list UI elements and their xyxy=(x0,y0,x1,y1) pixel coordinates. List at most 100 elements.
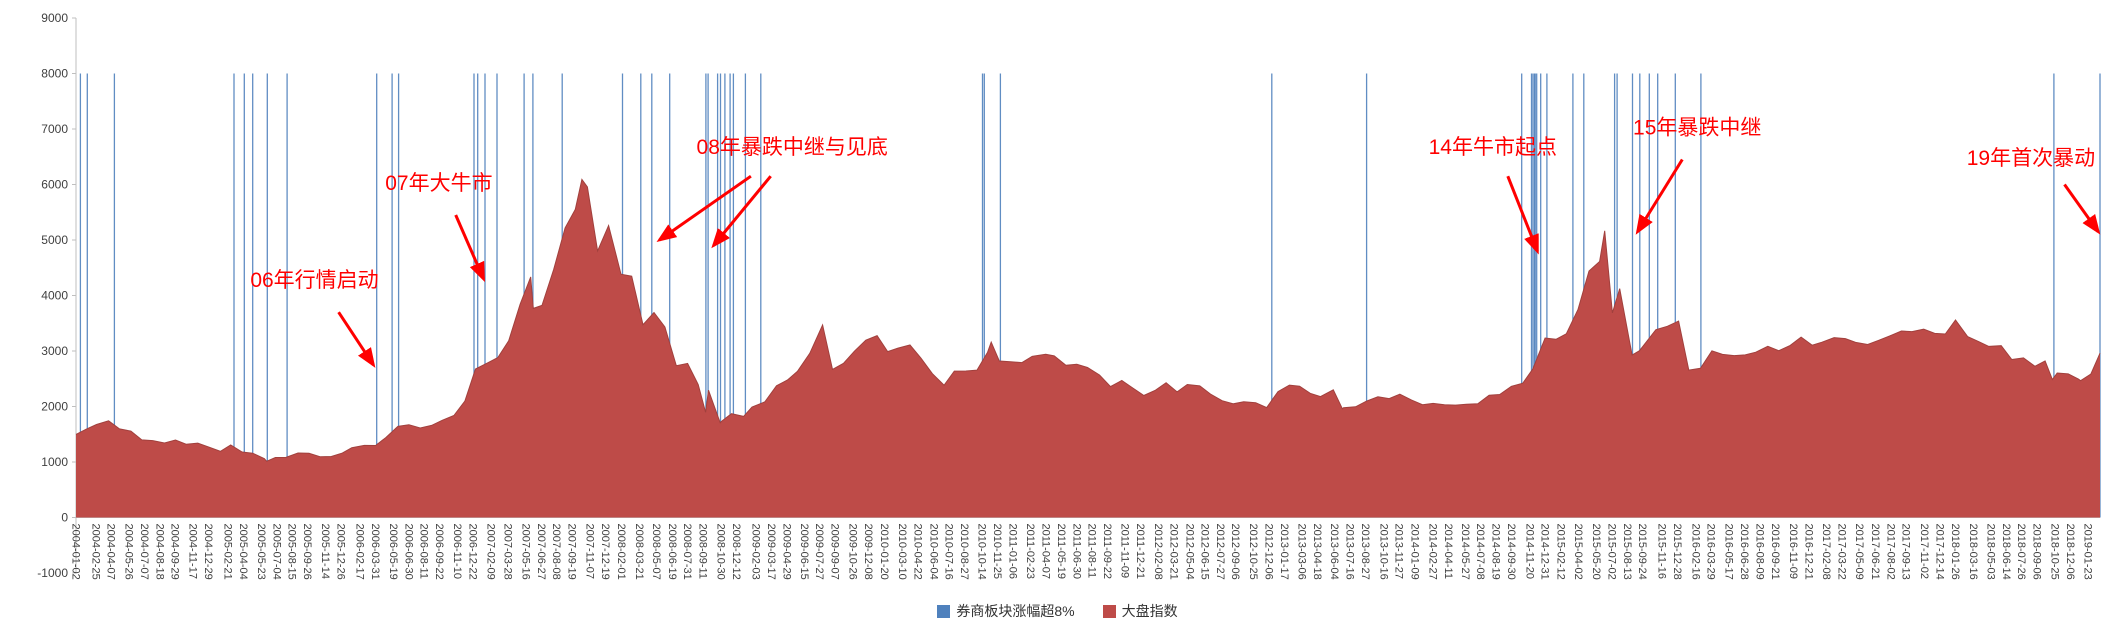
x-axis-label: 2009-10-26 xyxy=(846,524,858,580)
x-axis-label: 2009-04-29 xyxy=(781,524,793,580)
x-axis-label: 2011-02-23 xyxy=(1024,524,1036,579)
x-axis-label: 2013-07-16 xyxy=(1344,524,1356,580)
x-axis-label: 2014-07-08 xyxy=(1474,524,1486,580)
y-axis-label: 5000 xyxy=(41,233,68,247)
x-axis-label: 2016-03-29 xyxy=(1705,524,1717,580)
y-axis-label: 7000 xyxy=(41,122,68,136)
x-axis-label: 2007-08-08 xyxy=(550,524,562,580)
y-axis-label: 4000 xyxy=(41,289,68,303)
x-axis-label: 2011-05-19 xyxy=(1055,524,1067,579)
x-axis-label: 2014-05-27 xyxy=(1459,524,1471,580)
x-axis-label: 2005-11-14 xyxy=(319,524,331,579)
x-axis-label: 2014-04-11 xyxy=(1442,524,1454,579)
annotation-label: 08年暴跌中继与见底 xyxy=(697,136,888,159)
x-axis-label: 2006-11-10 xyxy=(451,524,463,579)
annotation-label: 15年暴跌中继 xyxy=(1633,117,1761,140)
x-axis-label: 2006-09-22 xyxy=(433,524,445,580)
x-axis-label: 2014-01-09 xyxy=(1408,524,1420,580)
x-axis-label: 2010-03-10 xyxy=(896,524,908,580)
x-axis-label: 2012-03-21 xyxy=(1167,524,1179,580)
x-axis-label: 2013-03-06 xyxy=(1295,524,1307,580)
x-axis-label: 2011-06-30 xyxy=(1070,524,1082,579)
x-axis-label: 2005-12-26 xyxy=(334,524,346,580)
x-axis-label: 2007-09-19 xyxy=(565,524,577,580)
y-axis-label: 0 xyxy=(61,511,68,525)
x-axis-label: 2005-04-04 xyxy=(237,524,249,580)
x-axis-label: 2010-08-27 xyxy=(958,524,970,580)
x-axis-label: 2018-12-06 xyxy=(2064,524,2076,580)
x-axis-label: 2017-11-02 xyxy=(1918,524,1930,579)
x-axis-label: 2010-04-22 xyxy=(912,524,924,580)
x-axis-label: 2011-12-21 xyxy=(1134,524,1146,579)
legend-label-broker-surge: 券商板块涨幅超8% xyxy=(956,603,1075,619)
x-axis-label: 2008-03-21 xyxy=(633,524,645,580)
annotation-arrow xyxy=(1635,158,1684,235)
x-axis-label: 2006-05-19 xyxy=(387,524,399,580)
x-axis-label: 2018-06-14 xyxy=(2000,524,2012,580)
x-axis-label: 2018-05-03 xyxy=(1984,524,1996,580)
x-axis-label: 2006-08-11 xyxy=(418,524,430,579)
x-axis-label: 2015-11-16 xyxy=(1656,524,1668,579)
x-axis-label: 2004-01-02 xyxy=(69,524,81,580)
x-axis-label: 2010-11-25 xyxy=(991,524,1003,579)
annotation-label: 19年首次暴动 xyxy=(1967,147,2095,170)
x-axis-label: 2013-04-18 xyxy=(1311,524,1323,580)
x-axis-label: 2006-03-31 xyxy=(369,524,381,580)
chart-legend: 券商板块涨幅超8% 大盘指数 xyxy=(0,601,2115,621)
x-axis-label: 2008-02-01 xyxy=(615,524,627,580)
x-axis-label: 2016-06-28 xyxy=(1738,524,1750,580)
annotation-arrow xyxy=(656,174,752,243)
x-axis-label: 2015-02-12 xyxy=(1554,524,1566,580)
x-axis-label: 2016-09-21 xyxy=(1769,524,1781,580)
x-axis-label: 2018-03-16 xyxy=(1967,524,1979,580)
annotation-label: 07年大牛市 xyxy=(385,172,492,195)
x-axis-label: 2012-12-06 xyxy=(1262,524,1274,580)
x-axis-label: 2006-12-22 xyxy=(466,524,478,580)
x-axis-label: 2014-08-19 xyxy=(1490,524,1502,580)
x-axis-label: 2009-03-17 xyxy=(765,524,777,580)
x-axis-label: 2007-12-19 xyxy=(599,524,611,580)
x-axis-label: 2014-11-20 xyxy=(1524,524,1536,579)
x-axis-label: 2013-01-17 xyxy=(1278,524,1290,580)
x-axis-label: 2008-06-19 xyxy=(666,524,678,580)
x-axis-label: 2016-05-17 xyxy=(1723,524,1735,580)
x-axis-label: 2012-10-25 xyxy=(1247,524,1259,580)
legend-swatch-market-index xyxy=(1102,604,1116,618)
x-axis-label: 2005-02-21 xyxy=(222,524,234,580)
x-axis-label: 2010-10-14 xyxy=(976,524,988,580)
y-axis-label: 2000 xyxy=(41,400,68,414)
x-axis-label: 2013-10-16 xyxy=(1377,524,1389,580)
x-axis-label: 2016-02-16 xyxy=(1689,524,1701,580)
x-axis-label: 2012-05-04 xyxy=(1183,524,1195,580)
y-axis-label: 9000 xyxy=(41,11,68,25)
x-axis-label: 2008-05-07 xyxy=(650,524,662,580)
x-axis-label: 2017-03-22 xyxy=(1836,524,1848,580)
x-axis-label: 2018-09-06 xyxy=(2031,524,2043,580)
x-axis-label: 2004-09-29 xyxy=(169,524,181,580)
x-axis-label: 2014-12-31 xyxy=(1539,524,1551,580)
x-axis-label: 2009-07-27 xyxy=(813,524,825,580)
x-axis-label: 2010-07-16 xyxy=(943,524,955,580)
x-axis-label: 2007-11-07 xyxy=(583,524,595,579)
x-axis-label: 2007-03-28 xyxy=(501,524,513,580)
x-axis-label: 2017-09-13 xyxy=(1900,524,1912,580)
x-axis-label: 2011-08-11 xyxy=(1086,524,1098,579)
x-axis-label: 2017-12-14 xyxy=(1933,524,1945,580)
x-axis-label: 2012-07-27 xyxy=(1214,524,1226,580)
annotation-arrow xyxy=(454,214,485,283)
annotation-arrow xyxy=(1506,175,1539,255)
x-axis-label: 2005-08-15 xyxy=(286,524,298,580)
x-axis-label: 2013-08-27 xyxy=(1359,524,1371,580)
x-axis-label: 2006-02-17 xyxy=(354,524,366,580)
legend-item-market-index: 大盘指数 xyxy=(1102,601,1178,621)
x-axis-label: 2004-08-18 xyxy=(153,524,165,580)
annotation-arrow xyxy=(2063,183,2101,235)
annotation-label: 14年牛市起点 xyxy=(1429,136,1557,159)
x-axis-label: 2017-06-21 xyxy=(1869,524,1881,580)
x-axis-label: 2017-08-02 xyxy=(1884,524,1896,580)
x-axis-label: 2012-02-08 xyxy=(1152,524,1164,580)
annotation-label: 06年行情启动 xyxy=(250,269,378,292)
x-axis-label: 2008-09-11 xyxy=(696,524,708,579)
